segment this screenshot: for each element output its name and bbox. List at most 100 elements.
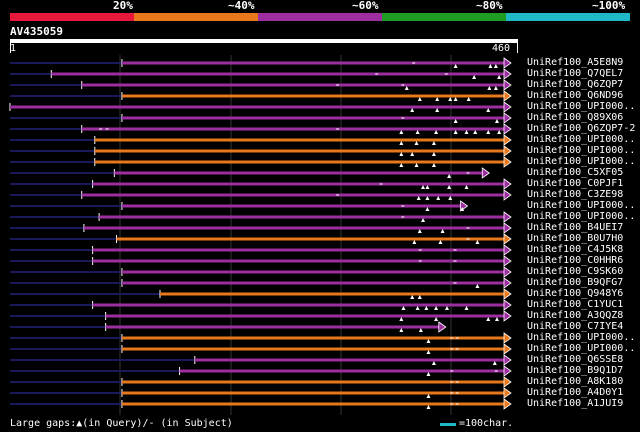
hit-label[interactable]: UniRef100_C9SK60	[527, 266, 624, 277]
hit-label[interactable]: UniRef100_B9Q1D7	[527, 365, 624, 376]
hit-label[interactable]: UniRef100_Q6ZQP7-2	[527, 123, 636, 134]
hit-arrow	[503, 101, 512, 113]
hit-label[interactable]: UniRef100_UPI000..	[527, 343, 636, 354]
hit-arrow	[503, 211, 512, 223]
query-gap-mark	[435, 97, 440, 101]
hit-arrow	[503, 343, 512, 355]
query-gap-mark	[497, 75, 502, 79]
query-gap-mark	[431, 141, 436, 145]
hit-alignment-bar	[92, 248, 504, 252]
query-gap-mark	[431, 361, 436, 365]
hit-label[interactable]: UniRef100_UPI000..	[527, 156, 636, 167]
query-gap-mark	[492, 361, 497, 365]
query-gap-mark	[404, 86, 409, 90]
hit-label[interactable]: UniRef100_A8K180	[527, 376, 624, 387]
scale-tick-end	[517, 43, 518, 53]
query-sequence-bar	[10, 39, 518, 43]
query-gap-mark	[425, 185, 430, 189]
hit-label[interactable]: UniRef100_C0PJF1	[527, 178, 624, 189]
hit-label[interactable]: UniRef100_C7IYE4	[527, 321, 624, 332]
hit-alignment-bar	[81, 127, 504, 131]
hit-label[interactable]: UniRef100_UPI000..	[527, 134, 636, 145]
hit-label[interactable]: UniRef100_C4J5K8	[527, 244, 624, 255]
hit-label[interactable]: UniRef100_A3QQZ8	[527, 310, 624, 321]
query-gap-mark	[417, 295, 422, 299]
hit-arrow	[503, 156, 512, 168]
scale-legend-text: =100char.	[459, 418, 514, 429]
query-gap-mark	[434, 317, 439, 321]
hit-label[interactable]: UniRef100_B0U7H0	[527, 233, 624, 244]
query-gap-mark	[453, 97, 458, 101]
legend-segment-3	[382, 13, 506, 21]
query-gap-mark	[426, 339, 431, 343]
hit-arrow	[503, 90, 512, 102]
legend-label-100: ~100%	[592, 0, 626, 12]
alignment-graphic	[9, 55, 512, 415]
hit-label[interactable]: UniRef100_C5XF05	[527, 167, 624, 178]
hit-label[interactable]: UniRef100_C0HHR6	[527, 255, 624, 266]
hit-label[interactable]: UniRef100_UPI000..	[527, 332, 636, 343]
legend-label-40: ~40%	[228, 0, 255, 12]
query-gap-mark	[453, 130, 458, 134]
query-gap-mark	[421, 218, 426, 222]
hit-arrow	[503, 332, 512, 344]
hit-label[interactable]: UniRef100_UPI000..	[527, 145, 636, 156]
hit-arrow	[438, 321, 447, 333]
hit-alignment-bar	[99, 215, 504, 219]
query-gap-mark	[415, 130, 420, 134]
hit-label[interactable]: UniRef100_Q6ND96	[527, 90, 624, 101]
query-gap-mark	[399, 130, 404, 134]
query-gap-mark	[497, 130, 502, 134]
hit-label[interactable]: UniRef100_Q6ZQP7	[527, 79, 624, 90]
hit-arrow	[503, 178, 512, 190]
hit-label[interactable]: UniRef100_UPI000..	[527, 101, 636, 112]
hit-label[interactable]: UniRef100_C3ZE98	[527, 189, 624, 200]
query-gap-mark	[410, 152, 415, 156]
hit-label[interactable]: UniRef100_Q6SSE8	[527, 354, 624, 365]
hit-arrow	[503, 189, 512, 201]
hit-arrow	[481, 167, 490, 179]
legend-segment-4	[506, 13, 630, 21]
query-gap-mark	[431, 163, 436, 167]
query-gap-mark	[460, 207, 465, 211]
hit-arrow	[503, 354, 512, 366]
hit-arrow	[503, 277, 512, 289]
hit-alignment-bar	[94, 160, 505, 164]
hit-label[interactable]: UniRef100_B4UEI7	[527, 222, 624, 233]
hit-arrow	[503, 68, 512, 80]
hit-label[interactable]: UniRef100_A1JUI9	[527, 398, 624, 409]
hit-alignment-bar	[121, 347, 505, 351]
hit-label[interactable]: UniRef100_B9QFG7	[527, 277, 624, 288]
hit-alignment-bar	[116, 237, 505, 241]
hit-label[interactable]: UniRef100_C1YUC1	[527, 299, 624, 310]
hit-alignment-bar	[121, 336, 505, 340]
hit-label[interactable]: UniRef100_UPI000..	[527, 200, 636, 211]
hit-alignment-bar	[83, 226, 505, 230]
hit-alignment-bar	[94, 138, 505, 142]
query-gap-mark	[466, 97, 471, 101]
legend-labels: 20% ~40% ~60% ~80% ~100%	[0, 0, 640, 12]
hit-label[interactable]: UniRef100_UPI000..	[527, 211, 636, 222]
query-gap-mark	[399, 317, 404, 321]
query-gap-mark	[486, 317, 491, 321]
hit-label[interactable]: UniRef100_Q7QEL7	[527, 68, 624, 79]
hit-alignment-bar	[92, 303, 504, 307]
hit-alignment-bar	[121, 94, 505, 98]
hit-alignment-bar	[10, 105, 504, 109]
query-gap-mark	[415, 306, 420, 310]
hit-arrow	[503, 365, 512, 377]
hit-label[interactable]: UniRef100_Q948Y6	[527, 288, 624, 299]
hit-arrow	[503, 57, 512, 69]
hit-arrow	[503, 79, 512, 91]
query-gap-mark	[444, 306, 449, 310]
hit-arrow	[503, 255, 512, 267]
legend-segment-2	[258, 13, 382, 21]
query-gap-mark	[487, 86, 492, 90]
hit-label[interactable]: UniRef100_Q89X06	[527, 112, 624, 123]
scale-tick-start	[10, 43, 11, 53]
hit-alignment-bar	[105, 325, 439, 329]
query-gap-mark	[494, 317, 499, 321]
hit-label[interactable]: UniRef100_A4D0Y1	[527, 387, 624, 398]
query-gap-mark	[464, 130, 469, 134]
hit-label[interactable]: UniRef100_A5E8N9	[527, 57, 624, 68]
